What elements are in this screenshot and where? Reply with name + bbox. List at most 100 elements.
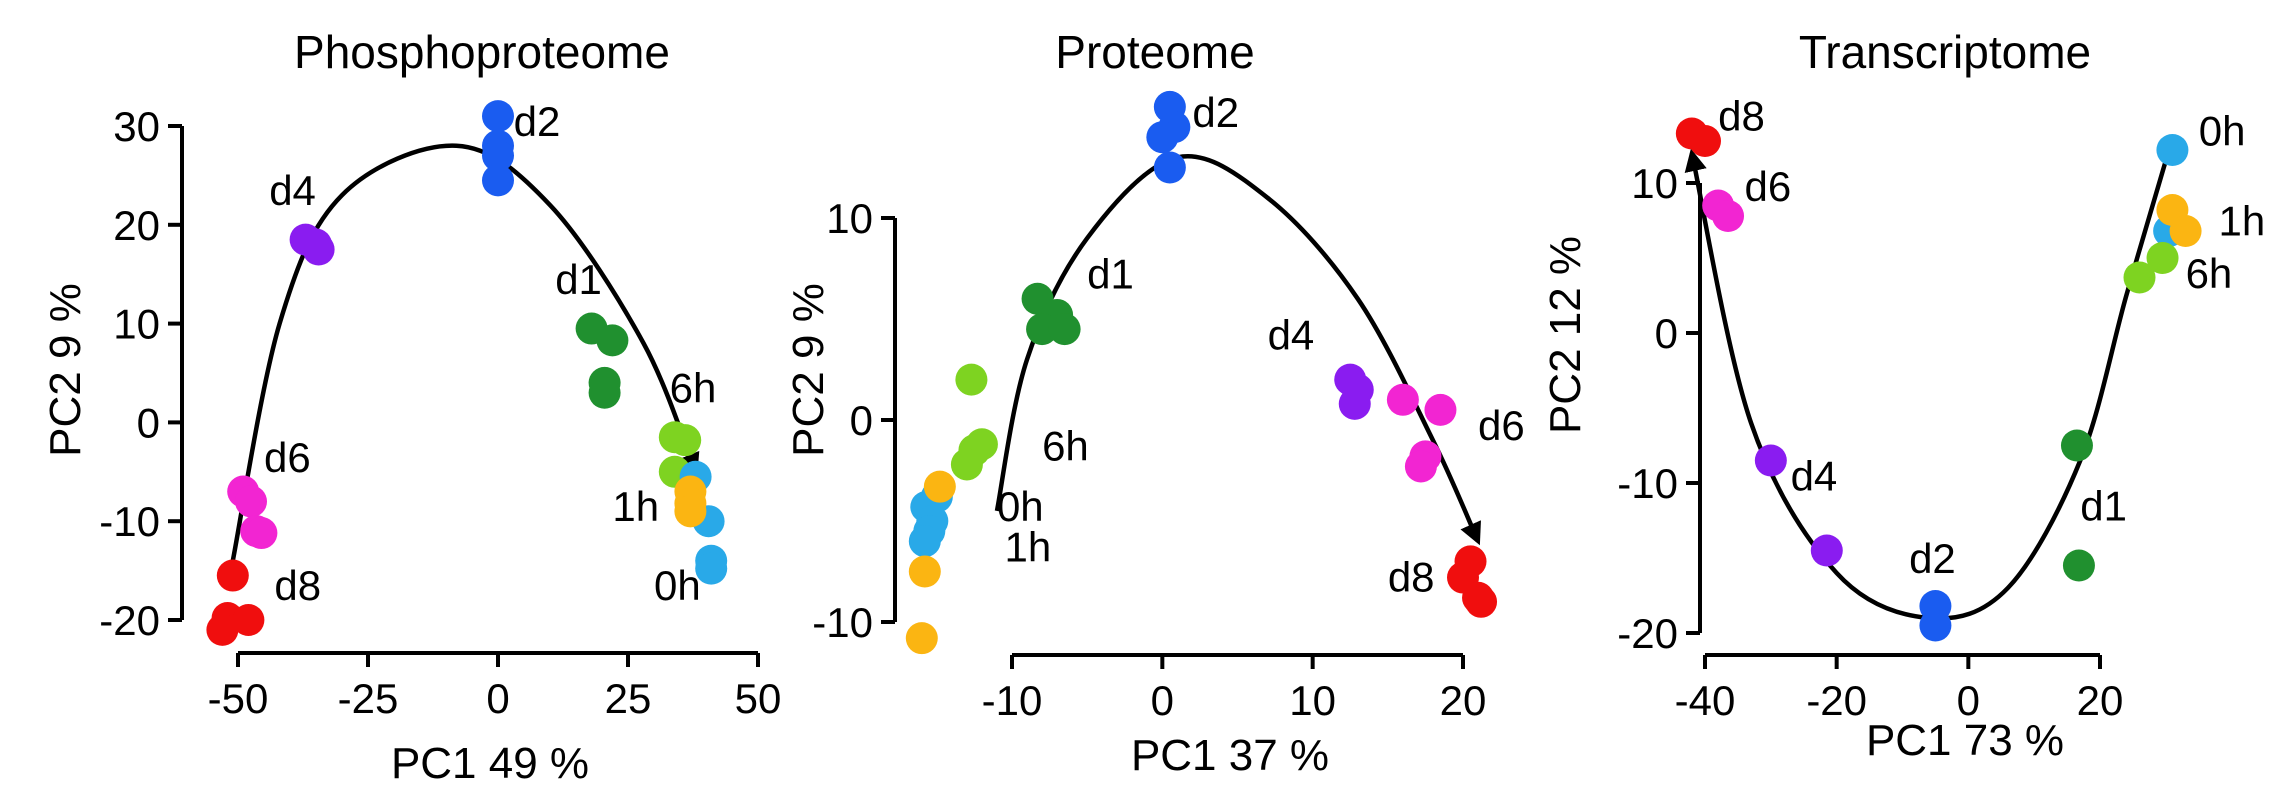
x-tick-label: 20 xyxy=(1440,677,1487,724)
point-label-d6: d6 xyxy=(1478,402,1525,449)
point-label-d2: d2 xyxy=(1192,89,1239,136)
point-label-6h: 6h xyxy=(1042,422,1089,469)
data-point-d8 xyxy=(206,613,239,646)
x-tick-label: 25 xyxy=(605,675,652,722)
data-point-d2 xyxy=(1919,609,1952,642)
plot-area: -50 -25 0 25 50 -20 -10 0 10 20 30 d2 d4 d1 6h 1h 0h d6 d8 xyxy=(99,98,781,722)
x-tick-label: -50 xyxy=(208,675,269,722)
data-point-0h xyxy=(2156,134,2189,166)
data-point-6h xyxy=(2123,261,2156,294)
data-point-d4 xyxy=(1810,534,1843,567)
y-tick-label: -10 xyxy=(812,599,873,646)
data-point-d2 xyxy=(482,139,514,172)
point-label-d6: d6 xyxy=(264,434,311,481)
point-label-d2: d2 xyxy=(514,98,561,145)
y-tick-label: 0 xyxy=(1655,310,1678,357)
point-label-6h: 6h xyxy=(2186,250,2233,297)
point-label-0h: 0h xyxy=(654,562,701,609)
panel-transcriptome: Transcriptome PC1 73 % PC2 12 % -40 -20 0 2… xyxy=(1541,26,2265,765)
y-axis-title: PC2 9 % xyxy=(41,283,90,457)
y-tick-label: 20 xyxy=(113,202,160,249)
x-axis-title: PC1 49 % xyxy=(391,739,589,787)
data-point-0h xyxy=(695,552,728,585)
data-point-d1 xyxy=(2062,549,2095,582)
y-tick-label: -10 xyxy=(1617,460,1678,507)
plot-area: -40 -20 0 20 -20 -10 0 10 d8 d6 0h 1h 6h d4 d1 d2 xyxy=(1617,93,2265,725)
y-tick-label: 10 xyxy=(826,195,873,242)
x-tick-label: -20 xyxy=(1806,677,1867,724)
data-point-d4 xyxy=(1754,444,1787,477)
data-point-6h xyxy=(950,448,983,481)
data-point-0h xyxy=(908,525,941,558)
y-tick-label: 10 xyxy=(1631,160,1678,207)
point-label-d8: d8 xyxy=(1388,554,1435,601)
point-label-d2: d2 xyxy=(1909,535,1956,582)
point-label-1h: 1h xyxy=(612,483,659,530)
trajectory-curve xyxy=(230,143,700,562)
data-point-d6 xyxy=(1712,200,1745,232)
point-label-0h: 0h xyxy=(2199,108,2246,155)
data-point-d6 xyxy=(235,485,267,518)
data-point-1h xyxy=(2169,215,2202,247)
panel-proteome: Proteome PC1 37 % PC2 9 % -10 0 10 20 -10 0 10… xyxy=(784,26,1525,780)
data-point-1h xyxy=(908,555,941,588)
data-point-6h xyxy=(955,363,988,396)
x-axis-title: PC1 73 % xyxy=(1866,716,2064,765)
x-tick-label: 20 xyxy=(2077,677,2124,724)
data-point-d2 xyxy=(1153,151,1186,184)
x-tick-label: -40 xyxy=(1675,677,1736,724)
data-point-d8 xyxy=(232,604,265,636)
panel-phosphoproteome: Phosphoproteome PC1 49 % PC2 9 % -50 -25 0… xyxy=(41,26,781,787)
point-label-1h: 1h xyxy=(2219,198,2266,245)
x-tick-label: 0 xyxy=(486,675,509,722)
y-tick-label: 10 xyxy=(113,301,160,348)
point-label-d8: d8 xyxy=(1718,93,1765,140)
panel-title: Phosphoproteome xyxy=(294,26,670,78)
x-tick-label: 0 xyxy=(1957,677,1980,724)
data-point-d2 xyxy=(482,100,514,133)
panel-title: Proteome xyxy=(1055,26,1254,78)
x-tick-label: 50 xyxy=(735,675,782,722)
data-point-d6 xyxy=(245,517,278,550)
trajectory-curve xyxy=(1684,148,2168,621)
x-tick-label: 0 xyxy=(1151,677,1174,724)
point-label-d1: d1 xyxy=(555,256,602,303)
y-tick-label: -10 xyxy=(99,498,160,545)
x-axis-title: PC1 37 % xyxy=(1131,731,1329,780)
panel-title: Transcriptome xyxy=(1799,26,2091,78)
data-point-d1 xyxy=(2060,429,2093,462)
data-point-d1 xyxy=(596,324,629,357)
data-point-d8 xyxy=(1465,585,1498,618)
trajectory-curve xyxy=(994,154,1481,546)
data-point-1h xyxy=(923,470,956,503)
x-tick-label: -25 xyxy=(338,675,399,722)
y-axis-title: PC2 12 % xyxy=(1541,236,1590,434)
point-label-0h: 0h xyxy=(997,483,1044,530)
point-label-6h: 6h xyxy=(670,365,717,412)
y-axis-title: PC2 9 % xyxy=(784,283,833,457)
point-label-d1: d1 xyxy=(1087,251,1134,298)
data-point-d4 xyxy=(1338,387,1371,420)
x-tick-label: -10 xyxy=(982,677,1043,724)
data-point-1h xyxy=(674,495,707,528)
data-point-d4 xyxy=(302,233,335,266)
point-label-d4: d4 xyxy=(269,167,316,214)
point-label-d8: d8 xyxy=(274,562,321,609)
data-point-d2 xyxy=(1146,121,1179,154)
y-tick-label: 0 xyxy=(850,397,873,444)
point-label-d4: d4 xyxy=(1791,453,1838,500)
y-tick-label: -20 xyxy=(1617,610,1678,657)
point-label-d4: d4 xyxy=(1268,311,1315,358)
point-label-d6: d6 xyxy=(1745,163,1792,210)
data-point-d2 xyxy=(482,164,514,197)
point-label-d1: d1 xyxy=(2080,483,2127,530)
data-point-d8 xyxy=(1689,125,1721,157)
data-point-d1 xyxy=(588,376,621,409)
data-point-d6 xyxy=(1424,393,1457,426)
data-point-d8 xyxy=(216,559,249,592)
data-point-6h xyxy=(669,424,702,457)
data-point-d6 xyxy=(1404,450,1437,483)
y-tick-label: -20 xyxy=(99,597,160,644)
